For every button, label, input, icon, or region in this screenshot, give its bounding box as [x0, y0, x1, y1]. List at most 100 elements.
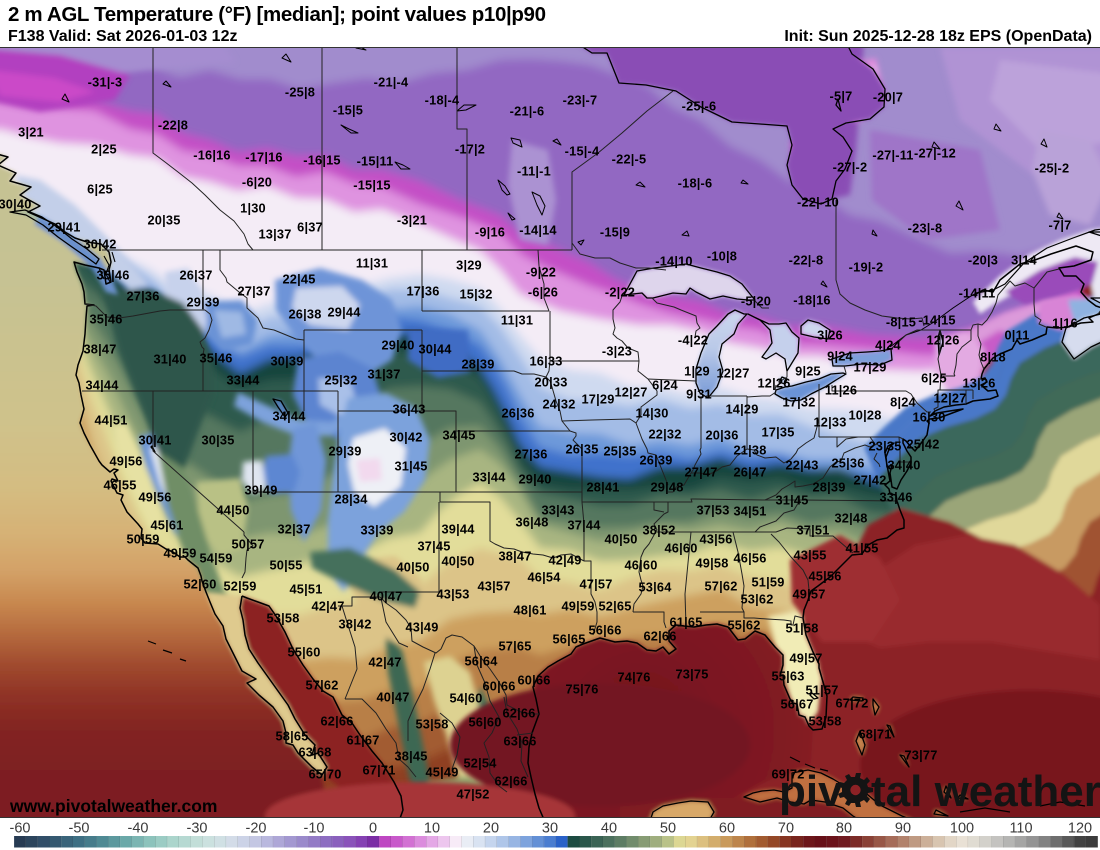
svg-text:51|59: 51|59	[751, 575, 784, 590]
svg-text:56|67: 56|67	[780, 697, 813, 712]
svg-text:0: 0	[369, 821, 377, 837]
svg-text:-22|-5: -22|-5	[612, 152, 647, 167]
svg-text:60: 60	[719, 821, 735, 837]
svg-text:-16|16: -16|16	[193, 148, 231, 163]
svg-text:73|75: 73|75	[675, 667, 708, 682]
svg-text:-4|22: -4|22	[678, 333, 708, 348]
svg-text:-6|26: -6|26	[528, 285, 558, 300]
svg-text:-16|15: -16|15	[303, 153, 341, 168]
svg-text:tal weather: tal weather	[871, 767, 1100, 816]
svg-text:38|42: 38|42	[338, 617, 371, 632]
svg-text:31|45: 31|45	[394, 459, 427, 474]
svg-text:-15|11: -15|11	[357, 154, 394, 169]
svg-text:1|29: 1|29	[684, 364, 710, 379]
svg-text:49|59: 49|59	[163, 546, 196, 561]
svg-text:27|47: 27|47	[684, 465, 717, 480]
svg-text:26|38: 26|38	[288, 307, 321, 322]
svg-text:90: 90	[895, 821, 911, 837]
svg-text:28|39: 28|39	[461, 357, 494, 372]
svg-text:14|29: 14|29	[725, 402, 758, 417]
svg-text:-22|-10: -22|-10	[797, 195, 839, 210]
svg-text:80: 80	[836, 821, 852, 837]
svg-text:8|24: 8|24	[890, 395, 916, 410]
svg-text:14|30: 14|30	[635, 406, 668, 421]
svg-text:8|18: 8|18	[980, 350, 1006, 365]
svg-text:-25|-6: -25|-6	[682, 99, 717, 114]
svg-text:www.pivotalweather.com: www.pivotalweather.com	[9, 796, 217, 816]
svg-text:38|47: 38|47	[83, 342, 116, 357]
svg-text:29|48: 29|48	[650, 480, 683, 495]
svg-text:-50: -50	[69, 821, 90, 837]
svg-text:-15|-4: -15|-4	[565, 144, 600, 159]
svg-text:54|60: 54|60	[449, 691, 482, 706]
svg-text:29|39: 29|39	[328, 444, 361, 459]
svg-text:45|56: 45|56	[808, 569, 841, 584]
svg-text:12|33: 12|33	[813, 415, 846, 430]
svg-text:36|48: 36|48	[515, 515, 548, 530]
svg-text:49|59: 49|59	[561, 599, 594, 614]
svg-text:27|37: 27|37	[237, 284, 270, 299]
svg-text:-21|-4: -21|-4	[374, 75, 409, 90]
svg-text:-22|8: -22|8	[158, 118, 188, 133]
svg-text:-5|20: -5|20	[741, 294, 771, 309]
svg-text:-27|-2: -27|-2	[833, 160, 868, 175]
svg-text:37|45: 37|45	[417, 539, 450, 554]
svg-text:53|58: 53|58	[808, 714, 841, 729]
svg-text:32|37: 32|37	[277, 522, 310, 537]
svg-text:-20|3: -20|3	[968, 253, 998, 268]
svg-text:3|29: 3|29	[456, 258, 482, 273]
svg-text:40|50: 40|50	[441, 554, 474, 569]
svg-text:39|44: 39|44	[441, 522, 475, 537]
svg-text:70: 70	[778, 821, 794, 837]
svg-text:17|29: 17|29	[853, 360, 886, 375]
svg-text:0|11: 0|11	[1004, 328, 1029, 343]
svg-text:-15|15: -15|15	[353, 178, 391, 193]
svg-text:25|32: 25|32	[324, 373, 357, 388]
svg-text:53|62: 53|62	[740, 592, 773, 607]
svg-text:-27|-12: -27|-12	[914, 146, 956, 161]
svg-text:40|47: 40|47	[369, 589, 402, 604]
svg-text:-25|-2: -25|-2	[1035, 161, 1070, 176]
svg-text:33|39: 33|39	[360, 523, 393, 538]
svg-text:10: 10	[424, 821, 440, 837]
svg-text:34|51: 34|51	[733, 504, 766, 519]
svg-text:4|24: 4|24	[875, 338, 901, 353]
svg-text:30|41: 30|41	[138, 433, 171, 448]
svg-text:25|35: 25|35	[603, 444, 636, 459]
svg-text:42|47: 42|47	[368, 655, 401, 670]
svg-text:-14|14: -14|14	[519, 223, 557, 238]
svg-text:29|40: 29|40	[518, 472, 551, 487]
svg-text:46|54: 46|54	[527, 570, 561, 585]
svg-text:62|66: 62|66	[320, 714, 353, 729]
svg-text:51|57: 51|57	[805, 683, 838, 698]
svg-text:68|71: 68|71	[858, 727, 891, 742]
svg-text:16|33: 16|33	[529, 354, 562, 369]
svg-text:6|37: 6|37	[297, 220, 323, 235]
svg-text:100: 100	[950, 821, 974, 837]
svg-text:33|44: 33|44	[472, 470, 506, 485]
svg-text:21|38: 21|38	[733, 443, 766, 458]
svg-text:49|56: 49|56	[138, 490, 171, 505]
svg-text:30|42: 30|42	[389, 430, 422, 445]
svg-text:27|42: 27|42	[853, 473, 886, 488]
svg-text:61|67: 61|67	[346, 733, 379, 748]
svg-text:56|64: 56|64	[464, 654, 498, 669]
svg-text:62|66: 62|66	[494, 774, 527, 789]
svg-text:-3|23: -3|23	[602, 344, 632, 359]
svg-text:28|41: 28|41	[586, 480, 619, 495]
svg-text:31|40: 31|40	[153, 352, 186, 367]
svg-text:20|35: 20|35	[147, 213, 180, 228]
svg-text:12|27: 12|27	[933, 391, 966, 406]
svg-text:30|42: 30|42	[83, 237, 116, 252]
svg-text:-27|-11: -27|-11	[872, 148, 913, 163]
svg-text:28|39: 28|39	[812, 480, 845, 495]
svg-text:50: 50	[660, 821, 676, 837]
svg-text:-9|16: -9|16	[475, 225, 505, 240]
svg-text:-20|7: -20|7	[873, 90, 903, 105]
svg-text:30|39: 30|39	[270, 354, 303, 369]
svg-text:29|44: 29|44	[327, 305, 361, 320]
svg-text:40: 40	[601, 821, 617, 837]
svg-text:32|48: 32|48	[834, 511, 867, 526]
svg-text:120: 120	[1068, 821, 1092, 837]
svg-text:22|45: 22|45	[282, 272, 315, 287]
